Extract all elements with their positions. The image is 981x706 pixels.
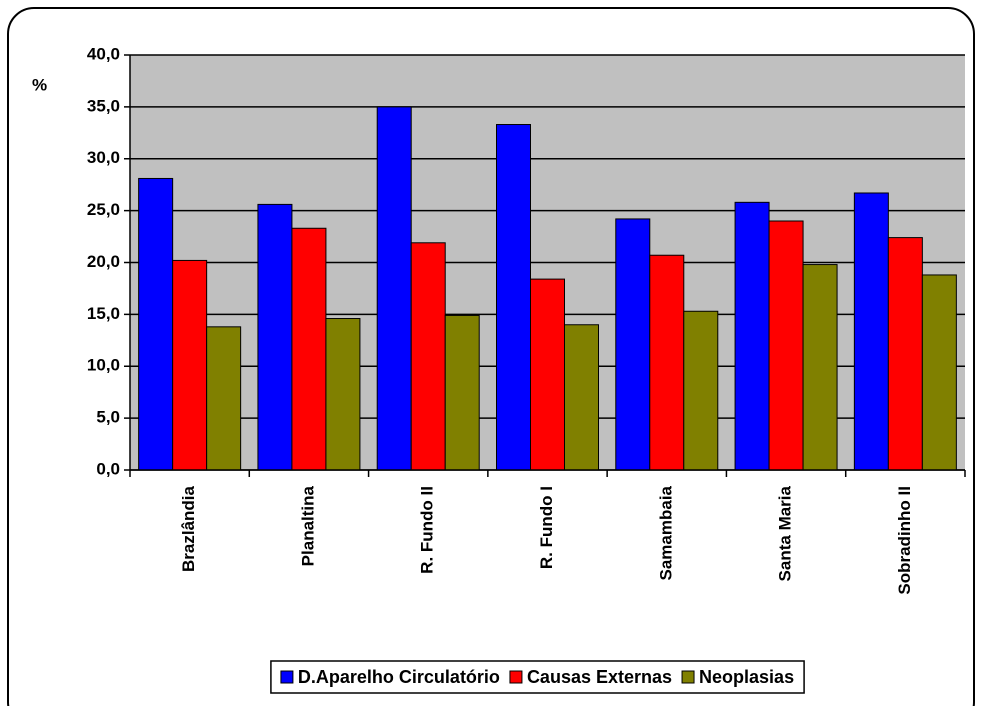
bar	[887, 237, 923, 471]
bar	[206, 326, 242, 471]
bar	[615, 218, 651, 471]
y-tick-label: 10,0	[87, 356, 120, 375]
legend-label: Neoplasias	[699, 667, 794, 687]
bar	[734, 201, 770, 471]
x-tick-label: R. Fundo II	[418, 486, 437, 574]
y-axis-label: %	[32, 75, 47, 94]
bar	[410, 242, 446, 471]
bar	[444, 314, 480, 471]
y-tick-label: 40,0	[87, 44, 120, 63]
bar	[921, 274, 957, 471]
y-tick-label: 5,0	[96, 408, 120, 427]
legend-swatch	[681, 670, 695, 684]
bar	[138, 177, 174, 471]
bar	[802, 264, 838, 471]
bar	[564, 324, 599, 471]
y-tick-label: 30,0	[87, 148, 120, 167]
x-tick-label: Sobradinho II	[895, 486, 914, 595]
bar	[291, 227, 327, 471]
bar	[530, 278, 565, 471]
legend: D.Aparelho Circulatório Causas Externas Ne…	[270, 660, 805, 694]
bar	[172, 259, 208, 471]
legend-label: D.Aparelho Circulatório	[298, 667, 500, 687]
x-tick-label: Brazlândia	[179, 485, 198, 572]
legend-swatch	[280, 670, 294, 684]
legend-label: Causas Externas	[527, 667, 672, 687]
y-tick-label: 20,0	[87, 252, 120, 271]
y-tick-label: 25,0	[87, 200, 120, 219]
x-tick-label: Planaltina	[298, 485, 317, 566]
legend-box	[270, 660, 805, 694]
bar	[649, 254, 685, 471]
bar	[376, 106, 412, 471]
x-tick-label: R. Fundo I	[537, 486, 556, 569]
x-tick-label: Samambaia	[656, 485, 675, 580]
y-tick-label: 0,0	[96, 459, 120, 478]
bar	[853, 192, 889, 471]
bar	[257, 203, 293, 471]
bar	[683, 310, 719, 471]
bar	[768, 220, 804, 471]
bar	[496, 124, 531, 471]
y-tick-label: 15,0	[87, 304, 120, 323]
bar	[325, 318, 361, 471]
legend-swatch	[509, 670, 523, 684]
x-tick-label: Santa Maria	[776, 485, 795, 581]
y-tick-label: 35,0	[87, 96, 120, 115]
